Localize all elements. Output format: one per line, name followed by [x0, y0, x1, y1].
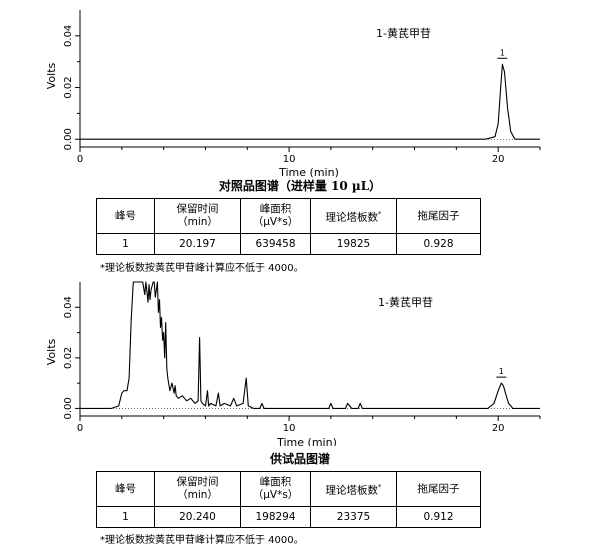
- table-header-row: 峰号 保留时间 （min） 峰面积 （µV*s） 理论塔板数* 拖尾因子: [96, 198, 481, 234]
- y-tick-label: 0.04: [63, 25, 74, 47]
- header-cell: 理论塔板数*: [310, 471, 397, 507]
- y-tick-label: 0.04: [63, 296, 74, 318]
- x-tick-label: 10: [283, 423, 296, 434]
- x-tick-label: 0: [77, 423, 83, 434]
- sample-chromatogram: 0 10 20 0.00 0.02 0.04 1 Time (min) Volts 1-黄…: [45, 281, 541, 446]
- chromatogram-trace: [80, 281, 540, 409]
- compound-annotation: 1-黄芪甲苷: [378, 295, 433, 309]
- sample-caption: 供试品图谱: [269, 452, 330, 466]
- y-tick-label: 0.00: [63, 128, 74, 150]
- table-cell: 20.197: [154, 233, 241, 255]
- table-cell: 23375: [310, 506, 397, 528]
- reference-chromatogram: 0 10 20 0.00 0.02 0.04 1 Time (min) Volts 1-黄…: [45, 10, 541, 179]
- header-cell: 峰面积 （µV*s）: [240, 471, 311, 507]
- header-cell: 峰号: [96, 471, 155, 507]
- table-row: 1 20.197 639458 19825 0.928: [96, 233, 481, 255]
- x-tick-label: 20: [492, 154, 505, 165]
- header-cell: 峰面积 （µV*s）: [240, 198, 311, 234]
- table-cell: 0.928: [396, 233, 481, 255]
- table-cell: 20.240: [154, 506, 241, 528]
- table-cell: 1: [96, 233, 155, 255]
- x-tick-label: 0: [77, 154, 83, 165]
- table-cell: 0.912: [396, 506, 481, 528]
- peak-label: 1: [500, 48, 505, 57]
- axis-x-label: Time (min): [278, 166, 339, 179]
- header-cell: 拖尾因子: [396, 198, 481, 234]
- header-cell: 保留时间 （min）: [154, 471, 241, 507]
- table-cell: 1: [96, 506, 155, 528]
- reference-caption: 对照品图谱（进样量 10 µL）: [218, 179, 382, 193]
- x-tick-label: 10: [283, 154, 296, 165]
- y-tick-label: 0.00: [63, 397, 74, 419]
- table-cell: 19825: [310, 233, 397, 255]
- table-cell: 639458: [240, 233, 311, 255]
- header-cell: 拖尾因子: [396, 471, 481, 507]
- table-cell: 198294: [240, 506, 311, 528]
- header-cell: 理论塔板数*: [310, 198, 397, 234]
- x-tick-label: 20: [492, 423, 505, 434]
- table-footnote: *理论板数按黄芪甲苷峰计算应不低于 4000。: [100, 263, 304, 274]
- axis-x-label: Time (min): [276, 436, 337, 446]
- table-footnote: *理论板数按黄芪甲苷峰计算应不低于 4000。: [100, 535, 304, 546]
- axis-y-label: Volts: [45, 62, 58, 89]
- compound-annotation: 1-黄芪甲苷: [376, 26, 431, 40]
- header-cell: 峰号: [96, 198, 155, 234]
- sample-result-table: 峰号 保留时间 （min） 峰面积 （µV*s） 理论塔板数* 拖尾因子 1 2…: [96, 471, 481, 528]
- y-tick-label: 0.02: [63, 347, 74, 369]
- chromatogram-trace: [80, 63, 540, 140]
- table-row: 1 20.240 198294 23375 0.912: [96, 506, 481, 528]
- axis-y-label: Volts: [45, 338, 58, 365]
- y-tick-label: 0.02: [63, 76, 74, 98]
- header-cell: 保留时间 （min）: [154, 198, 241, 234]
- table-header-row: 峰号 保留时间 （min） 峰面积 （µV*s） 理论塔板数* 拖尾因子: [96, 471, 481, 507]
- reference-result-table: 峰号 保留时间 （min） 峰面积 （µV*s） 理论塔板数* 拖尾因子 1 2…: [96, 198, 481, 255]
- peak-label: 1: [499, 367, 504, 376]
